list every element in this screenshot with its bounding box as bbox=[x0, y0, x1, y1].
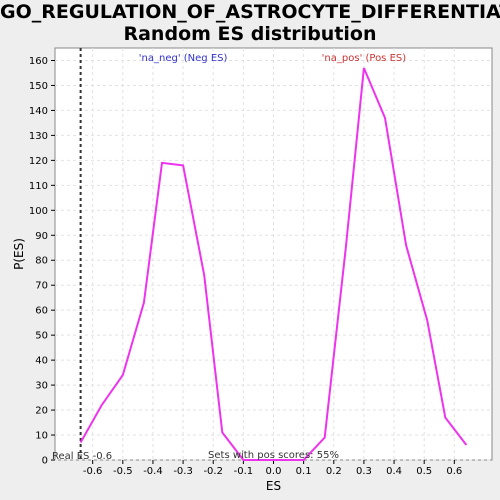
x-tick-label: -0.6 bbox=[83, 466, 103, 477]
x-tick-label: -0.3 bbox=[173, 466, 193, 477]
y-axis-ticks: 0 10 20 30 40 50 60 70 80 90 100 110 120 130 140 150 160 bbox=[29, 56, 55, 467]
neg-es-label: 'na_neg' (Neg ES) bbox=[139, 53, 228, 64]
x-tick-label: 0.6 bbox=[446, 466, 462, 477]
y-axis-label: P(ES) bbox=[12, 238, 26, 270]
x-tick-label: 0.0 bbox=[266, 466, 282, 477]
x-axis-ticks: -0.6 -0.5 -0.4 -0.3 -0.2 -0.1 0.0 0.1 0.2 0.3 0.4 0… bbox=[83, 460, 462, 477]
y-tick-label: 0 bbox=[42, 456, 48, 467]
y-tick-label: 70 bbox=[35, 281, 48, 292]
y-tick-label: 120 bbox=[29, 156, 48, 167]
y-tick-label: 80 bbox=[35, 256, 48, 267]
series-line-p-es bbox=[79, 67, 468, 461]
y-tick-label: 150 bbox=[29, 81, 48, 92]
x-tick-label: 0.4 bbox=[386, 466, 402, 477]
x-tick-label: 0.3 bbox=[356, 466, 372, 477]
y-tick-label: 10 bbox=[35, 431, 48, 442]
y-tick-label: 40 bbox=[35, 356, 48, 367]
y-tick-label: 50 bbox=[35, 331, 48, 342]
y-tick-label: 100 bbox=[29, 206, 48, 217]
chart-title-line2: Random ES distribution bbox=[123, 23, 377, 45]
x-tick-label: -0.5 bbox=[113, 466, 133, 477]
x-tick-label: -0.2 bbox=[203, 466, 223, 477]
x-tick-label: -0.4 bbox=[143, 466, 163, 477]
x-tick-label: 0.1 bbox=[296, 466, 312, 477]
x-tick-label: -0.1 bbox=[234, 466, 254, 477]
x-tick-label: 0.5 bbox=[416, 466, 432, 477]
pos-es-label: 'na_pos' (Pos ES) bbox=[322, 53, 407, 64]
x-axis-label: ES bbox=[266, 479, 281, 493]
y-tick-label: 30 bbox=[35, 381, 48, 392]
chart-title-line1: GO_REGULATION_OF_ASTROCYTE_DIFFERENTIATI… bbox=[0, 1, 500, 23]
pos-scores-label: Sets with pos scores: 55% bbox=[208, 450, 339, 461]
y-tick-label: 110 bbox=[29, 181, 48, 192]
y-tick-label: 160 bbox=[29, 56, 48, 67]
x-tick-label: 0.2 bbox=[326, 466, 342, 477]
y-tick-label: 90 bbox=[35, 231, 48, 242]
grid bbox=[55, 48, 492, 461]
y-tick-label: 60 bbox=[35, 306, 48, 317]
y-tick-label: 20 bbox=[35, 406, 48, 417]
y-tick-label: 130 bbox=[29, 131, 48, 142]
y-tick-label: 140 bbox=[29, 106, 48, 117]
real-es-label: Real ES -0.6 bbox=[52, 451, 112, 462]
